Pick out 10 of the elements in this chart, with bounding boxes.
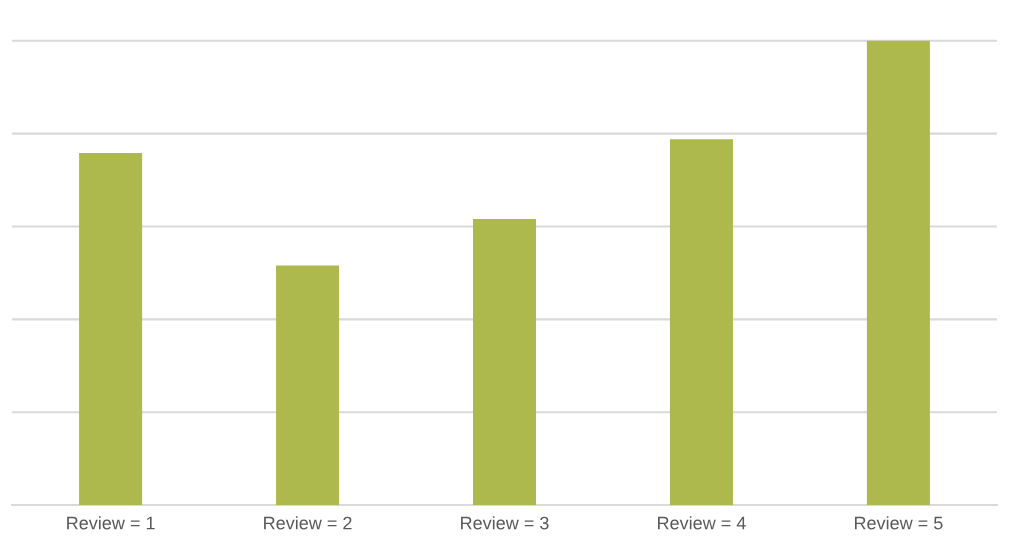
x-tick-label: Review = 5 <box>854 516 943 530</box>
bar <box>276 265 340 506</box>
bar <box>79 153 143 506</box>
x-tick-label: Review = 3 <box>461 516 549 530</box>
bar <box>669 139 733 506</box>
x-tick-label: Review = 2 <box>264 516 352 530</box>
bar <box>472 219 537 506</box>
x-tick-label: Review = 4 <box>658 516 746 530</box>
x-tick-label: Review = 1 <box>67 516 155 530</box>
bar <box>866 40 930 506</box>
